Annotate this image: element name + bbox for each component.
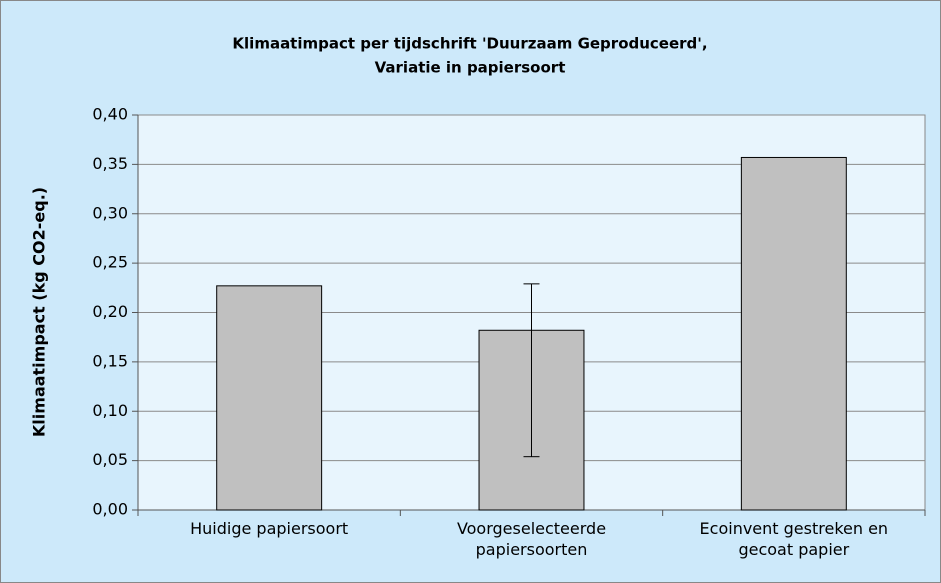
y-tick-label: 0,40: [92, 105, 128, 124]
chart-title: Variatie in papiersoort: [375, 59, 566, 77]
x-tick-label: Ecoinvent gestreken en gecoat papier: [699, 519, 889, 559]
y-tick-label: 0,00: [92, 500, 128, 519]
bar: [216, 285, 323, 511]
y-tick-label: 0,30: [92, 203, 128, 222]
y-tick-label: 0,10: [92, 401, 128, 420]
y-tick-label: 0,05: [92, 450, 128, 469]
x-tick-label: Voorgeselecteerde papiersoorten: [456, 519, 607, 559]
y-tick-label: 0,20: [92, 302, 128, 321]
bar: [740, 156, 847, 511]
x-tick-label-box: Voorgeselecteerde papiersoorten: [456, 519, 607, 559]
y-tick-label: 0,25: [92, 253, 128, 272]
x-tick-label: Huidige papiersoort: [190, 519, 349, 538]
chart-title: Klimaatimpact per tijdschrift 'Duurzaam …: [232, 35, 707, 53]
y-tick-label: 0,35: [92, 154, 128, 173]
y-tick-label: 0,15: [92, 351, 128, 370]
x-tick-label-box: Huidige papiersoort: [190, 519, 349, 538]
x-tick-label-box: Ecoinvent gestreken en gecoat papier: [699, 519, 889, 559]
y-axis-label: Klimaatimpact (kg CO2-eq.): [30, 187, 49, 437]
